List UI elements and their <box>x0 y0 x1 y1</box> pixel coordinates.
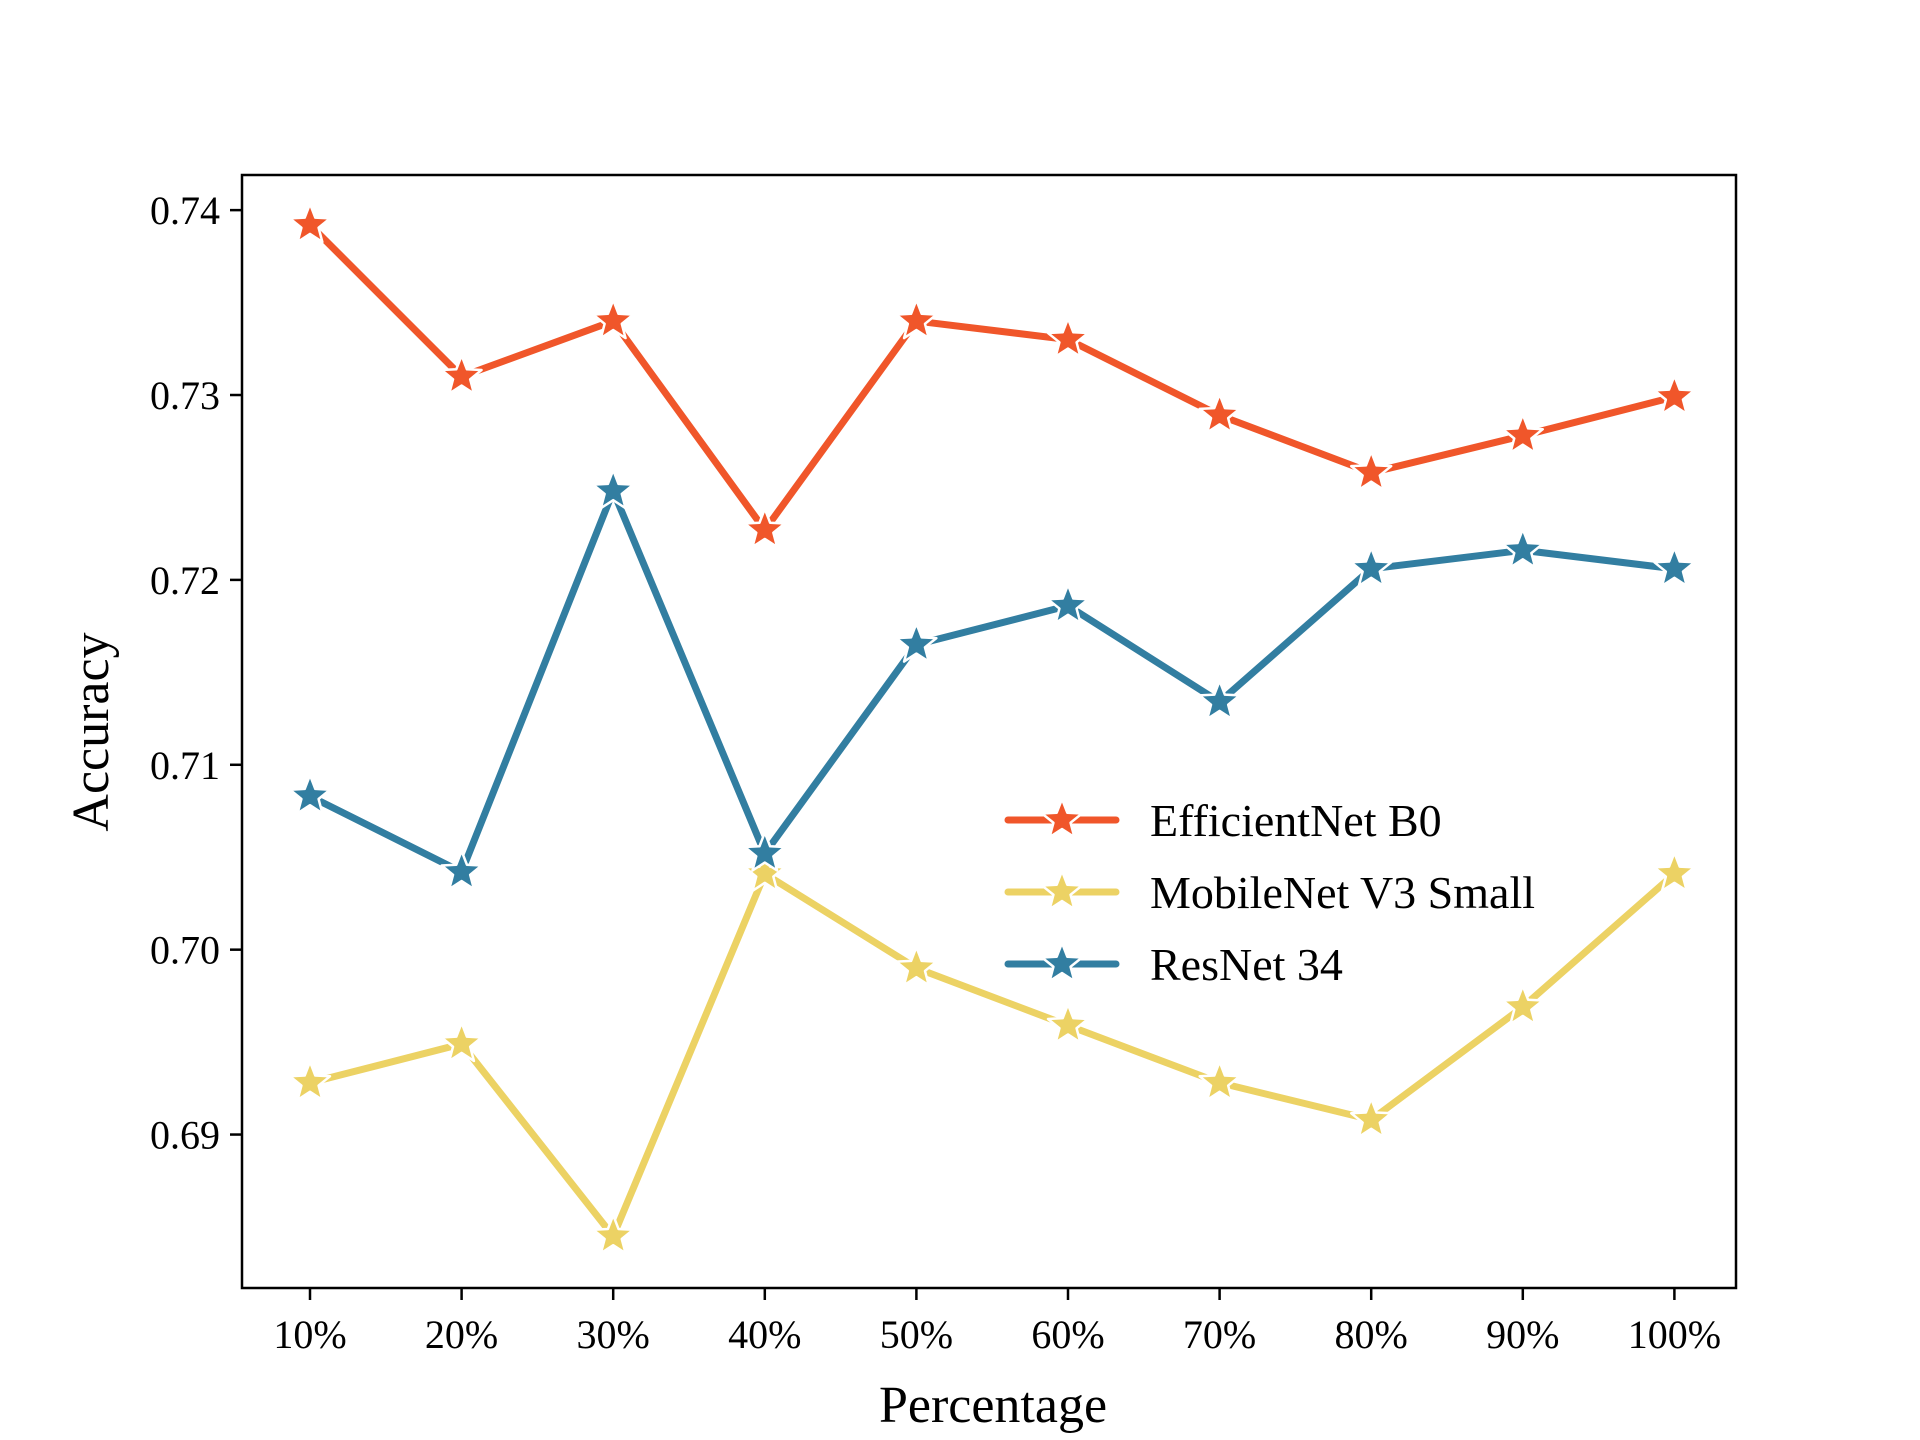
data-point-star <box>1046 583 1090 625</box>
plot-area <box>240 173 1738 1290</box>
x-tick-label: 40% <box>728 1312 801 1357</box>
legend-entry: ResNet 34 <box>1004 939 1343 990</box>
y-tick-label: 0.74 <box>150 188 220 233</box>
data-point-star <box>1349 450 1393 491</box>
data-point-star <box>591 298 635 340</box>
data-point-star <box>1046 317 1090 358</box>
data-point-star <box>440 354 483 395</box>
data-point-star <box>1349 546 1393 588</box>
data-point-star <box>743 507 787 549</box>
data-point-star <box>440 1021 483 1063</box>
series-line <box>306 487 1678 876</box>
data-point-star <box>1653 374 1696 416</box>
data-point-star <box>288 1060 332 1102</box>
data-point-star <box>1501 528 1545 569</box>
y-tick-label: 0.70 <box>150 928 220 973</box>
data-point-star <box>1198 1060 1241 1102</box>
series-2 <box>288 468 1696 891</box>
legend: EfficientNet B0 MobileNet V3 Small ResNet … <box>1004 795 1535 990</box>
data-point-star <box>440 849 483 891</box>
x-tick-label: 50% <box>880 1312 953 1357</box>
y-tick-label: 0.69 <box>150 1113 220 1158</box>
series-1 <box>288 851 1696 1255</box>
x-tick-label: 90% <box>1486 1312 1559 1357</box>
data-point-star <box>1653 851 1696 893</box>
data-point-star <box>743 851 787 893</box>
data-point-star <box>895 622 938 663</box>
data-point-star <box>1198 679 1241 721</box>
data-point-star <box>591 468 635 510</box>
x-tick-label: 80% <box>1335 1312 1408 1357</box>
x-tick-label: 100% <box>1628 1312 1721 1357</box>
y-tick-label: 0.73 <box>150 373 220 418</box>
series-line <box>306 870 1678 1240</box>
y-axis-title: Accuracy <box>63 632 120 831</box>
data-point-star <box>1198 393 1241 434</box>
data-point-star <box>895 298 938 340</box>
y-tick-label: 0.72 <box>150 558 220 603</box>
data-point-star <box>1653 546 1696 588</box>
data-point-star <box>743 831 787 872</box>
x-tick-label: 10% <box>273 1312 346 1357</box>
series-0 <box>288 202 1696 549</box>
y-tick-label: 0.71 <box>150 743 220 788</box>
x-axis-title: Percentage <box>879 1377 1107 1434</box>
legend-label: ResNet 34 <box>1150 939 1343 990</box>
series-line <box>306 221 1678 534</box>
legend-entry: MobileNet V3 Small <box>1004 867 1535 918</box>
data-point-star <box>1501 413 1545 454</box>
legend-label: MobileNet V3 Small <box>1150 867 1535 918</box>
data-point-star <box>1349 1097 1393 1138</box>
data-point-star <box>288 773 332 815</box>
legend-label: EfficientNet B0 <box>1150 795 1442 846</box>
x-tick-label: 70% <box>1183 1312 1256 1357</box>
data-point-star <box>1046 1003 1090 1044</box>
x-tick-label: 60% <box>1031 1312 1104 1357</box>
series-layer <box>288 202 1696 1255</box>
data-point-star <box>1501 984 1545 1026</box>
legend-entry: EfficientNet B0 <box>1004 795 1442 846</box>
x-tick-label: 30% <box>577 1312 650 1357</box>
axes: 10% 20% 30% 40% 50% 60% 70% 80% 90% 100% 0.69 0.70 0… <box>150 188 1721 1357</box>
x-tick-label: 20% <box>425 1312 498 1357</box>
legend-star-icon <box>1040 797 1084 839</box>
data-point-star <box>288 202 332 244</box>
legend-star-icon <box>1040 869 1084 911</box>
data-point-star <box>591 1213 635 1255</box>
legend-star-icon <box>1040 941 1084 983</box>
plot-frame <box>240 173 1738 1290</box>
data-point-star <box>895 945 938 987</box>
